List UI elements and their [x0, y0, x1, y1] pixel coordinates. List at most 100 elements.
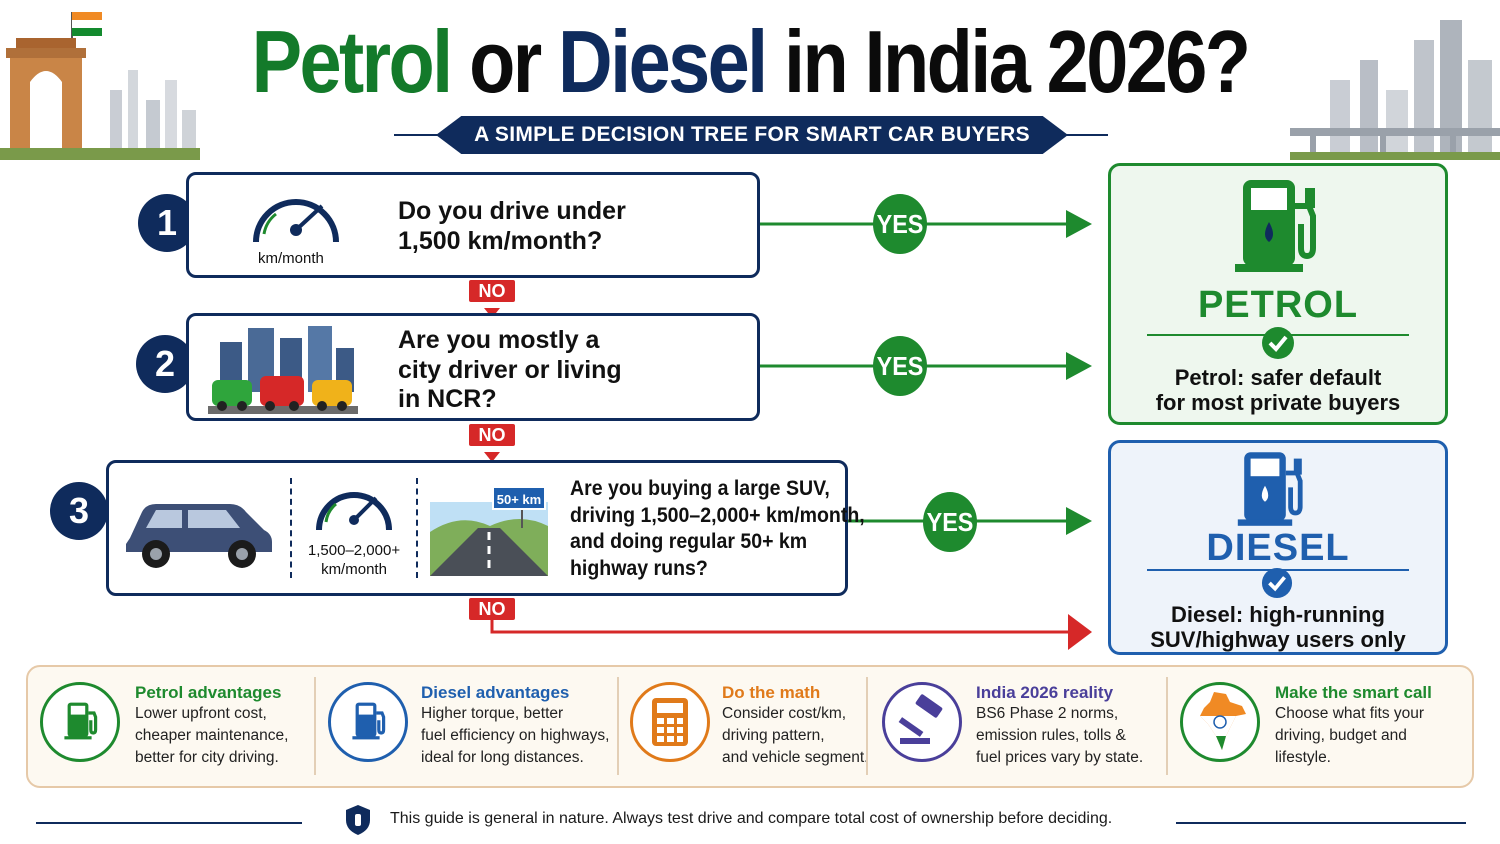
footer-rule-right [1176, 822, 1466, 824]
info-5-line-2: driving, budget and [1275, 727, 1407, 744]
info-2-line-1: Higher torque, better [421, 705, 564, 722]
info-3-line-2: driving pattern, [722, 727, 825, 744]
subtitle-rule-left [394, 134, 454, 136]
info-2: Diesel advantages Higher torque, better … [421, 683, 609, 769]
india-map-icon [1200, 692, 1246, 750]
yes-badge-1: YES [873, 194, 927, 254]
petrol-desc: Petrol: safer default for most private b… [1111, 365, 1445, 415]
info-5: Make the smart call Choose what fits you… [1275, 683, 1432, 769]
check-icon [1261, 567, 1293, 599]
fuel-pump-icon [1235, 180, 1316, 272]
speedometer-icon [253, 199, 339, 243]
info-5-line-3: lifestyle. [1275, 749, 1331, 766]
fuel-pump-icon [1237, 452, 1303, 526]
footer-disclaimer: This guide is general in nature. Always … [390, 810, 1113, 827]
title-diesel: Diesel [558, 12, 768, 111]
info-1-line-2: cheaper maintenance, [135, 727, 289, 744]
range-label-line-1: 1,500–2,000+ [307, 542, 401, 559]
info-4-line-1: BS6 Phase 2 norms, [976, 705, 1119, 722]
subtitle-banner: A SIMPLE DECISION TREE FOR SMART CAR BUY… [436, 116, 1068, 154]
suv-icon [126, 504, 272, 568]
petrol-desc-line-1: Petrol: safer default [1174, 365, 1382, 390]
petrol-title: PETROL [1197, 284, 1359, 326]
question-3-line-1: Are you buying a large SUV, [570, 477, 830, 500]
info-2-line-2: fuel efficiency on highways, [421, 727, 610, 744]
info-divider-1 [314, 677, 316, 775]
info-3-line-3: and vehicle segment. [722, 749, 869, 766]
diesel-desc-line-2: SUV/highway users only [1150, 627, 1406, 652]
info-4-line-2: emission rules, tolls & [976, 727, 1126, 744]
info-1-title: Petrol advantages [135, 683, 282, 702]
divider-3a [290, 478, 292, 578]
yes-arrowhead-2 [1066, 352, 1092, 380]
distance-sign: 50+ km [492, 486, 546, 510]
diesel-desc-line-1: Diesel: high-running [1171, 602, 1385, 627]
info-1-line-1: Lower upfront cost, [135, 705, 267, 722]
title-rest: in India 2026? [765, 12, 1251, 111]
question-2-text: Are you mostly a city driver or living i… [398, 326, 622, 415]
info-3: Do the math Consider cost/km, driving pa… [722, 683, 868, 769]
question-2-line-1: Are you mostly a [398, 326, 600, 354]
info-2-title: Diesel advantages [421, 683, 570, 702]
diesel-desc: Diesel: high-running SUV/highway users o… [1111, 602, 1445, 652]
question-2-line-3: in NCR? [398, 385, 497, 413]
no-badge-3: NO [469, 598, 515, 620]
city-traffic-icon [208, 326, 358, 414]
question-3-line-2: driving 1,500–2,000+ km/month, [570, 503, 865, 527]
shield-icon [346, 805, 370, 835]
info-5-title: Make the smart call [1275, 683, 1432, 702]
info-divider-2 [617, 677, 619, 775]
highway-icon [430, 502, 548, 576]
km-month-label: km/month [258, 250, 324, 267]
info-4: India 2026 reality BS6 Phase 2 norms, em… [976, 683, 1143, 769]
footer-rule-left [36, 822, 302, 824]
info-3-title: Do the math [722, 683, 821, 702]
yes-badge-2: YES [873, 336, 927, 396]
question-3-text: Are you buying a large SUV, driving 1,50… [570, 476, 865, 582]
fuel-pump-icon [64, 702, 98, 740]
city-flyover-skyline-icon [1290, 20, 1500, 160]
info-3-line-1: Consider cost/km, [722, 705, 847, 722]
diesel-result-box: DIESEL Diesel: high-running SUV/highway … [1108, 440, 1448, 655]
yes-arrowhead-3 [1066, 507, 1092, 535]
title-or: or [450, 12, 559, 111]
range-label-line-2: km/month [321, 561, 387, 578]
gavel-icon [898, 694, 943, 744]
question-1-text: Do you drive under 1,500 km/month? [398, 196, 626, 256]
info-2-line-3: ideal for long distances. [421, 749, 584, 766]
yes-badge-3: YES [923, 492, 977, 552]
title-petrol: Petrol [251, 12, 454, 111]
info-4-title: India 2026 reality [976, 683, 1114, 702]
petrol-result-box: PETROL Petrol: safer default for most pr… [1108, 163, 1448, 425]
info-divider-3 [866, 677, 868, 775]
divider-3b [416, 478, 418, 578]
range-label: 1,500–2,000+ km/month [302, 541, 406, 579]
subtitle-rule-right [1050, 134, 1108, 136]
question-3-line-3: and doing regular 50+ km [570, 530, 808, 553]
info-divider-4 [1166, 677, 1168, 775]
question-1-line-2: 1,500 km/month? [398, 227, 603, 255]
fuel-pump-icon [352, 702, 386, 740]
petrol-desc-line-2: for most private buyers [1155, 390, 1401, 415]
no-arrowhead-2 [484, 452, 500, 462]
step-number-2: 2 [136, 335, 194, 393]
check-icon [1262, 327, 1294, 359]
no-badge-2: NO [469, 424, 515, 446]
india-gate-skyline-icon [0, 12, 200, 160]
no-arrow-3 [490, 600, 1072, 634]
no-arrowhead-3 [1068, 614, 1092, 650]
step-number-3: 3 [50, 482, 108, 540]
question-1-line-1: Do you drive under [398, 197, 626, 225]
calculator-icon [652, 698, 688, 746]
info-1-line-3: better for city driving. [135, 749, 279, 766]
no-badge-1: NO [469, 280, 515, 302]
diesel-title: DIESEL [1206, 527, 1350, 569]
page-title: Petrol or Diesel in India 2026? [105, 12, 1395, 112]
question-2-line-2: city driver or living [398, 355, 622, 384]
yes-arrowhead-1 [1066, 210, 1092, 238]
question-3-line-4: highway runs? [570, 556, 708, 580]
info-4-line-3: fuel prices vary by state. [976, 749, 1144, 766]
question-box-1 [186, 172, 760, 278]
info-5-line-1: Choose what fits your [1275, 705, 1425, 722]
speedometer-icon [316, 492, 392, 531]
